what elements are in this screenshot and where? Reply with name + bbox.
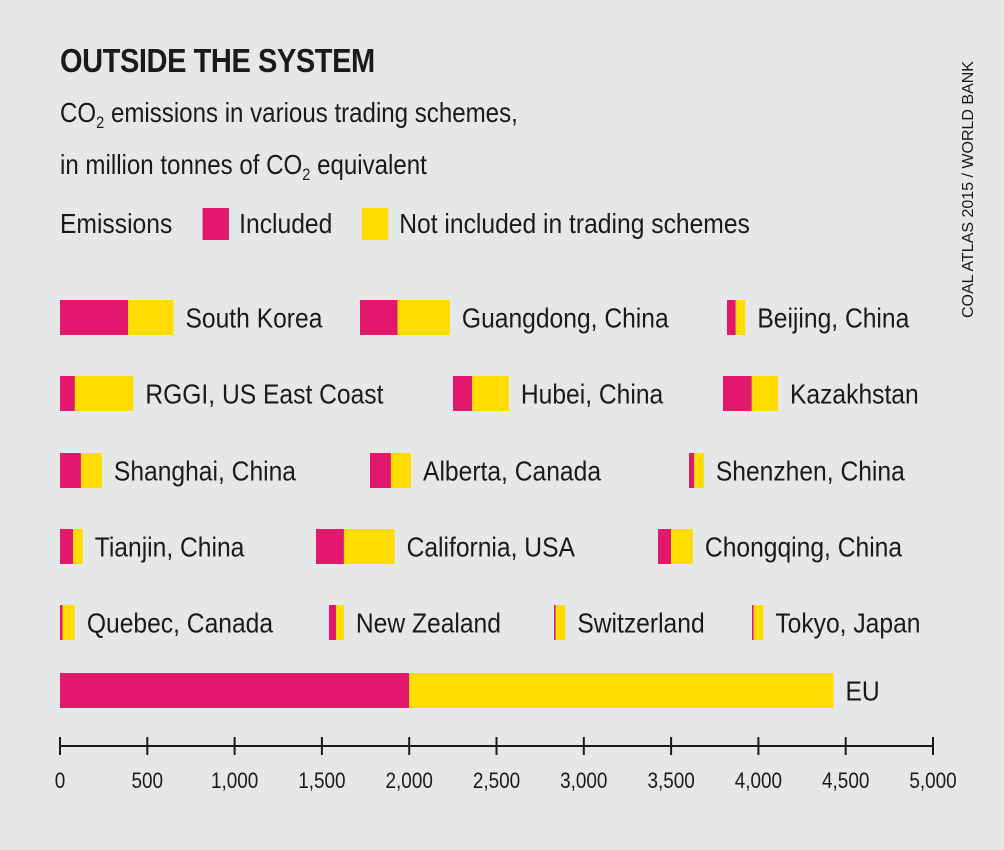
bar-not-included-eu bbox=[409, 673, 834, 708]
legend-swatch-not-included bbox=[362, 208, 389, 240]
bar-included-beijing-china bbox=[727, 300, 736, 335]
subtitle-line-2: in million tonnes of CO2 equivalent bbox=[60, 149, 427, 184]
source-credit: COAL ATLAS 2015 / WORLD BANK bbox=[960, 61, 977, 318]
bar-included-tokyo-japan bbox=[752, 605, 754, 640]
x-tick-label-3000: 3,000 bbox=[560, 769, 607, 794]
bar-label-tianjin-china: Tianjin, China bbox=[95, 531, 245, 563]
bar-included-rggi-us-east-coast bbox=[60, 376, 75, 411]
x-tick-label-0: 0 bbox=[55, 769, 66, 794]
x-tick-label-500: 500 bbox=[132, 769, 164, 794]
bar-label-chongqing-china: Chongqing, China bbox=[705, 531, 902, 563]
bar-not-included-shenzhen-china bbox=[694, 453, 704, 488]
bar-included-alberta-canada bbox=[370, 453, 391, 488]
bar-included-shenzhen-china bbox=[689, 453, 695, 488]
x-tick-label-2500: 2,500 bbox=[473, 769, 520, 794]
bar-not-included-beijing-china bbox=[735, 300, 746, 335]
bar-not-included-kazakhstan bbox=[751, 376, 778, 411]
bar-not-included-chongqing-china bbox=[671, 529, 693, 564]
bar-included-eu bbox=[60, 673, 410, 708]
bar-not-included-shanghai-china bbox=[80, 453, 102, 488]
bar-not-included-south-korea bbox=[128, 300, 174, 335]
subtitle-line-1: CO2 emissions in various trading schemes… bbox=[60, 97, 518, 132]
x-tick-label-4000: 4,000 bbox=[735, 769, 782, 794]
bar-label-switzerland: Switzerland bbox=[577, 607, 704, 639]
chart-subtitle: CO2 emissions in various trading schemes… bbox=[60, 92, 518, 196]
legend-label-included: Included bbox=[239, 208, 333, 239]
legend: Emissions Included Not included in tradi… bbox=[60, 204, 750, 244]
legend-label-not-included: Not included in trading schemes bbox=[399, 208, 750, 239]
bar-included-hubei-china bbox=[453, 376, 473, 411]
bar-label-rggi-us-east-coast: RGGI, US East Coast bbox=[145, 378, 384, 410]
bar-label-eu: EU bbox=[845, 675, 879, 707]
bar-not-included-new-zealand bbox=[335, 605, 344, 640]
bar-not-included-tokyo-japan bbox=[753, 605, 764, 640]
x-tick-label-4500: 4,500 bbox=[822, 769, 869, 794]
bar-included-south-korea bbox=[60, 300, 129, 335]
bar-included-tianjin-china bbox=[60, 529, 74, 564]
bar-label-shanghai-china: Shanghai, China bbox=[114, 455, 296, 487]
bar-not-included-guangdong-china bbox=[397, 300, 450, 335]
bar-label-guangdong-china: Guangdong, China bbox=[462, 302, 669, 334]
bar-label-tokyo-japan: Tokyo, Japan bbox=[775, 607, 920, 639]
bar-included-kazakhstan bbox=[723, 376, 752, 411]
bar-label-alberta-canada: Alberta, Canada bbox=[423, 455, 601, 487]
legend-title: Emissions bbox=[60, 208, 173, 239]
x-tick-label-1000: 1,000 bbox=[211, 769, 258, 794]
bar-not-included-tianjin-china bbox=[73, 529, 83, 564]
bar-included-shanghai-china bbox=[60, 453, 81, 488]
bar-not-included-switzerland bbox=[555, 605, 566, 640]
bar-included-new-zealand bbox=[329, 605, 336, 640]
bar-label-south-korea: South Korea bbox=[185, 302, 322, 334]
bar-label-kazakhstan: Kazakhstan bbox=[790, 378, 919, 410]
chart-title: OUTSIDE THE SYSTEM bbox=[60, 42, 375, 79]
bar-not-included-alberta-canada bbox=[390, 453, 412, 488]
bar-not-included-rggi-us-east-coast bbox=[74, 376, 134, 411]
bar-included-guangdong-china bbox=[360, 300, 398, 335]
bar-not-included-california-usa bbox=[343, 529, 395, 564]
bar-not-included-hubei-china bbox=[472, 376, 509, 411]
bar-label-new-zealand: New Zealand bbox=[356, 607, 501, 639]
bar-included-switzerland bbox=[554, 605, 556, 640]
bar-included-quebec-canada bbox=[60, 605, 63, 640]
x-tick-label-3500: 3,500 bbox=[647, 769, 694, 794]
bar-included-chongqing-china bbox=[658, 529, 672, 564]
x-tick-label-1500: 1,500 bbox=[298, 769, 345, 794]
bar-label-quebec-canada: Quebec, Canada bbox=[87, 607, 274, 639]
x-tick-label-2000: 2,000 bbox=[386, 769, 433, 794]
x-tick-label-5000: 5,000 bbox=[909, 769, 956, 794]
legend-swatch-included bbox=[202, 208, 229, 240]
bar-label-shenzhen-china: Shenzhen, China bbox=[716, 455, 905, 487]
bar-label-hubei-china: Hubei, China bbox=[521, 378, 664, 410]
bar-included-california-usa bbox=[316, 529, 344, 564]
bar-label-beijing-china: Beijing, China bbox=[757, 302, 909, 334]
bar-label-california-usa: California, USA bbox=[407, 531, 576, 563]
bar-not-included-quebec-canada bbox=[62, 605, 75, 640]
